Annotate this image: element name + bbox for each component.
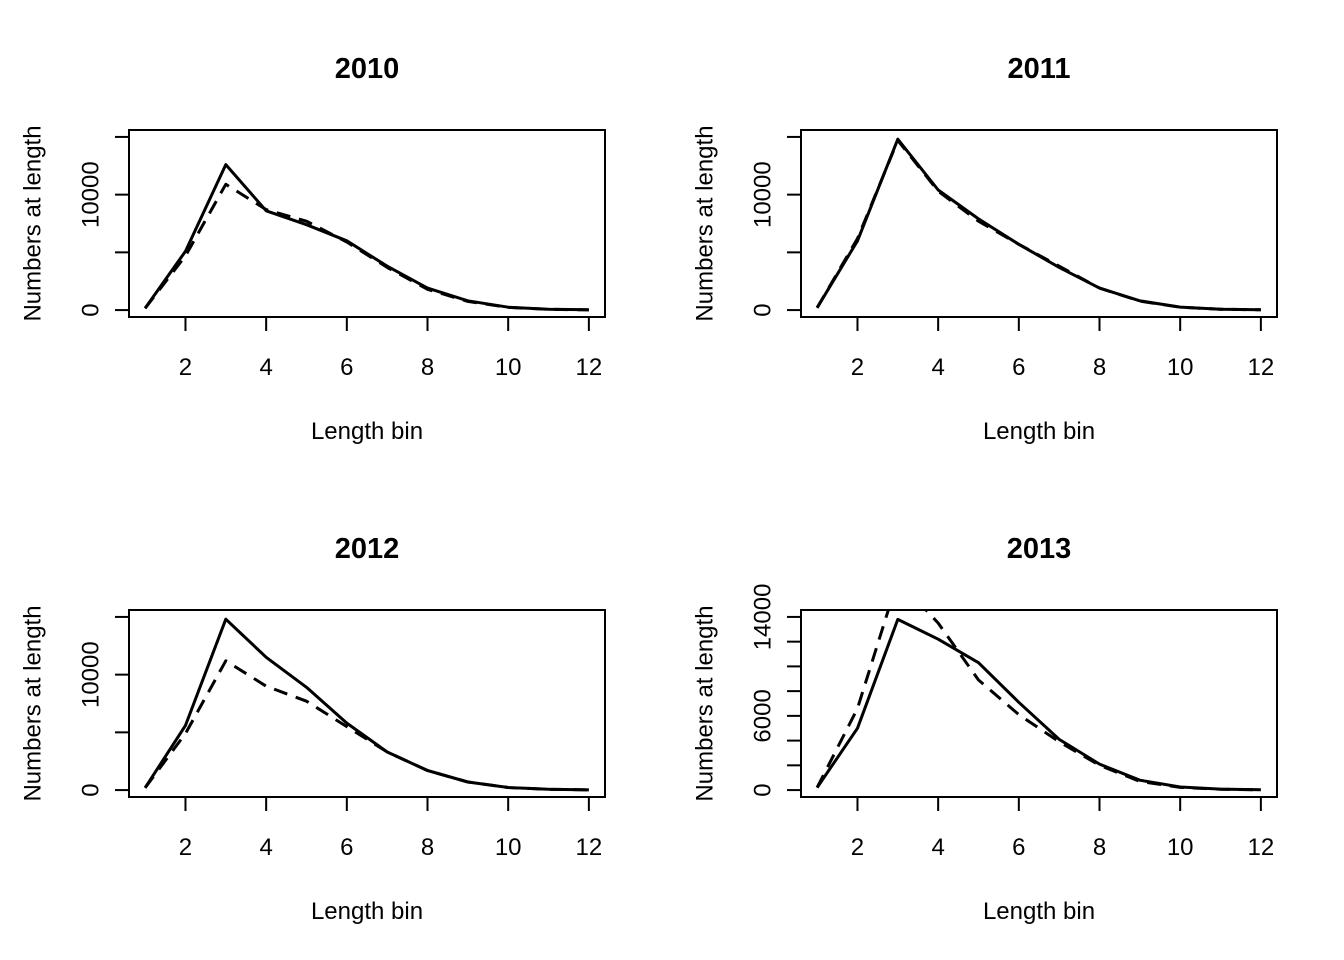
x-tick-label: 12 — [1248, 834, 1275, 861]
y-axis-label: Numbers at length — [20, 605, 47, 801]
x-tick-label: 4 — [259, 834, 272, 861]
y-axis-label: Numbers at length — [692, 125, 719, 321]
y-axis-label: Numbers at length — [20, 125, 47, 321]
x-axis-label: Length bin — [983, 898, 1095, 925]
chart-panel-2013: 2013 2 4 6 8 10 12 0 6000 14000 Length bin Numbers … — [692, 533, 1278, 925]
series-line-solid — [143, 163, 589, 312]
y-tick-label: 0 — [78, 303, 105, 316]
series-line-dashed — [143, 182, 589, 312]
x-tick-label: 6 — [1012, 834, 1025, 861]
x-tick-label: 6 — [340, 354, 353, 381]
series-line-solid — [143, 617, 589, 792]
y-tick-label: 10000 — [78, 641, 105, 708]
plot-frame — [800, 609, 1278, 798]
x-tick-label: 4 — [259, 354, 272, 381]
x-axis-label: Length bin — [311, 418, 423, 445]
x-axis-label: Length bin — [311, 898, 423, 925]
y-tick-label: 6000 — [750, 689, 777, 742]
series-line-dashed — [815, 610, 1261, 792]
x-tick-label: 6 — [340, 834, 353, 861]
chart-panel-2012: 2012 2 4 6 8 10 12 0 10000 Length bin Numbers at l… — [20, 533, 606, 925]
panel-title: 2013 — [1007, 533, 1072, 565]
panel-title: 2012 — [335, 533, 400, 565]
panel-title: 2010 — [335, 53, 400, 85]
x-tick-label: 2 — [851, 834, 864, 861]
x-tick-label: 2 — [179, 354, 192, 381]
x-tick-label: 12 — [576, 354, 603, 381]
plot-frame — [128, 129, 606, 318]
chart-panel-2011: 2011 2 4 6 8 10 12 0 10000 Length bin Numbers at l… — [692, 53, 1278, 445]
x-tick-label: 10 — [1167, 354, 1194, 381]
y-tick-label: 0 — [750, 783, 777, 796]
x-tick-label: 12 — [1248, 354, 1275, 381]
x-tick-label: 8 — [421, 834, 434, 861]
series-line-dashed — [815, 138, 1261, 312]
series-line-dashed — [143, 659, 589, 792]
y-tick-label: 14000 — [750, 584, 777, 651]
x-tick-label: 8 — [1093, 354, 1106, 381]
y-tick-label: 10000 — [750, 161, 777, 228]
plot-frame — [128, 609, 606, 798]
y-tick-label: 10000 — [78, 161, 105, 228]
x-tick-label: 10 — [1167, 834, 1194, 861]
y-tick-label: 0 — [78, 783, 105, 796]
x-tick-label: 10 — [495, 354, 522, 381]
x-tick-label: 2 — [179, 834, 192, 861]
x-tick-label: 4 — [931, 834, 944, 861]
y-axis-label: Numbers at length — [692, 605, 719, 801]
y-tick-label: 0 — [750, 303, 777, 316]
series-line-solid — [815, 617, 1261, 792]
x-axis-label: Length bin — [983, 418, 1095, 445]
series-line-solid — [815, 137, 1261, 312]
x-tick-label: 10 — [495, 834, 522, 861]
x-tick-label: 8 — [1093, 834, 1106, 861]
x-tick-label: 4 — [931, 354, 944, 381]
x-tick-label: 12 — [576, 834, 603, 861]
chart-panel-2010: 2010 2 4 6 8 10 12 0 10000 Length bin Numbers at l… — [20, 53, 606, 445]
panel-title: 2011 — [1008, 53, 1071, 85]
x-tick-label: 2 — [851, 354, 864, 381]
plot-frame — [800, 129, 1278, 318]
x-tick-label: 8 — [421, 354, 434, 381]
x-tick-label: 6 — [1012, 354, 1025, 381]
